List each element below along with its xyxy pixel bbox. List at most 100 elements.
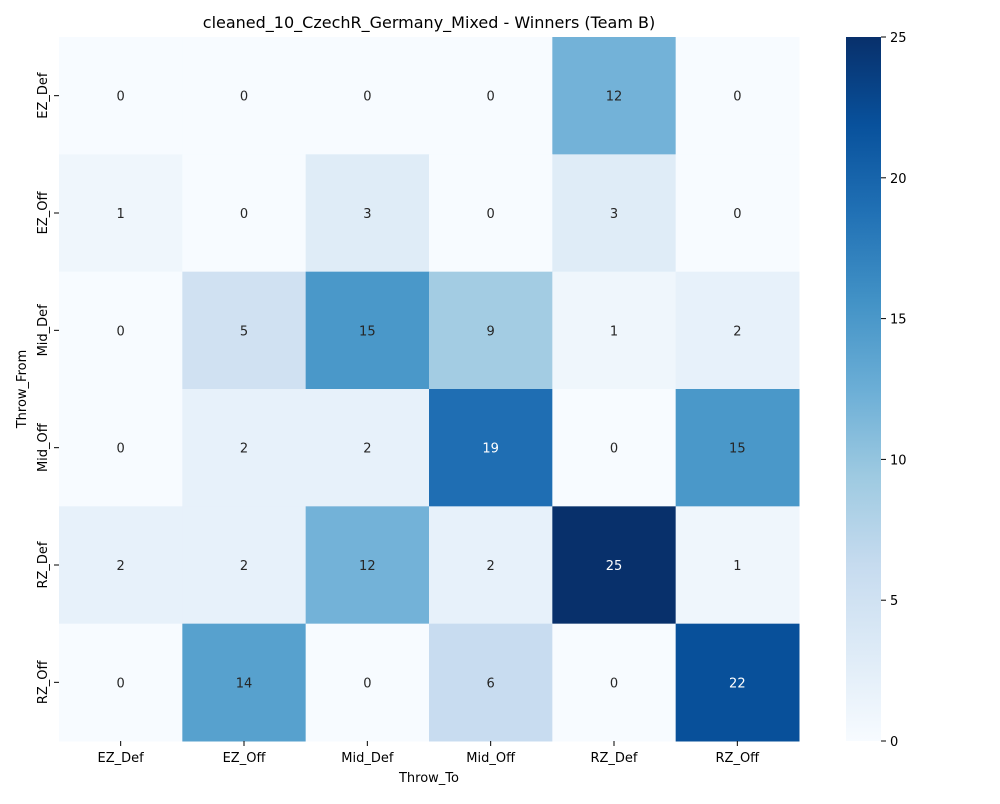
x-tick-label: RZ_Off: [716, 751, 761, 766]
y-tick-label: EZ_Def: [36, 72, 51, 119]
heatmap-cell-Mid_Def-EZ_Off: [182, 271, 307, 390]
heatmap-cell-labels: 0 0 0 0 12 01 0 3 0 3 00 5 15 9 1 20 2 2 19 0 152 2 12 2 25 10 14 0…: [117, 90, 746, 692]
cell-value-label: 0: [733, 207, 741, 222]
cell-value-label: 2: [240, 442, 248, 457]
heatmap-cell-EZ_Off-EZ_Def: [59, 154, 183, 273]
heatmap-cell-Mid_Off-Mid_Def: [305, 389, 430, 507]
cell-value-label: 19: [482, 442, 499, 457]
cell-value-label: 0: [117, 324, 125, 339]
heatmap-cells: [59, 37, 800, 742]
colorbar-tick-label: 10: [890, 453, 907, 468]
colorbar-tick-label: 15: [890, 313, 907, 328]
cell-value-label: 1: [733, 559, 741, 574]
heatmap-cell-Mid_Def-RZ_Def: [552, 271, 677, 390]
heatmap-cell-EZ_Off-Mid_Off: [429, 154, 553, 273]
cell-value-label: 0: [610, 676, 618, 691]
heatmap-cell-RZ_Def-EZ_Def: [59, 506, 183, 625]
heatmap-cell-EZ_Def-EZ_Def: [59, 37, 183, 155]
cell-value-label: 2: [240, 559, 248, 574]
heatmap-cell-RZ_Off-RZ_Off: [675, 623, 800, 742]
x-tick-label: EZ_Def: [98, 751, 145, 766]
heatmap-cell-RZ_Off-RZ_Def: [552, 623, 677, 742]
heatmap-cell-EZ_Off-Mid_Def: [305, 154, 430, 273]
cell-value-label: 1: [117, 207, 125, 222]
heatmap-cell-Mid_Off-Mid_Off: [429, 389, 553, 507]
cell-value-label: 5: [240, 324, 248, 339]
heatmap-cell-EZ_Def-RZ_Off: [675, 37, 800, 155]
colorbar-gradient: [846, 37, 881, 741]
colorbar-tick-label: 0: [890, 735, 898, 750]
cell-value-label: 0: [363, 90, 371, 105]
heatmap-cell-EZ_Off-RZ_Off: [675, 154, 800, 273]
heatmap-cell-RZ_Def-EZ_Off: [182, 506, 307, 625]
heatmap-cell-Mid_Off-EZ_Def: [59, 389, 183, 507]
cell-value-label: 0: [487, 207, 495, 222]
y-axis-label: Throw_From: [15, 350, 30, 430]
cell-value-label: 3: [363, 207, 371, 222]
cell-value-label: 0: [610, 442, 618, 457]
y-tick-label: RZ_Def: [36, 541, 51, 588]
x-tick-label: Mid_Off: [466, 751, 516, 766]
x-tick-label: Mid_Def: [341, 751, 394, 766]
cell-value-label: 1: [610, 324, 618, 339]
cell-value-label: 0: [117, 676, 125, 691]
x-axis-label: Throw_To: [398, 771, 459, 786]
y-tick-label: EZ_Off: [36, 191, 51, 235]
cell-value-label: 3: [610, 207, 618, 222]
heatmap-cell-EZ_Def-Mid_Def: [305, 37, 430, 155]
heatmap-cell-Mid_Def-Mid_Off: [429, 271, 553, 390]
heatmap-cell-Mid_Off-EZ_Off: [182, 389, 307, 507]
cell-value-label: 0: [363, 676, 371, 691]
heatmap-cell-RZ_Def-RZ_Off: [675, 506, 800, 625]
cell-value-label: 0: [117, 442, 125, 457]
cell-value-label: 0: [240, 207, 248, 222]
heatmap-cell-RZ_Off-EZ_Def: [59, 623, 183, 742]
cell-value-label: 12: [606, 90, 623, 105]
x-tick-label: RZ_Def: [590, 751, 637, 766]
heatmap-cell-EZ_Def-EZ_Off: [182, 37, 307, 155]
cell-value-label: 2: [733, 324, 741, 339]
heatmap-cell-RZ_Def-RZ_Def: [552, 506, 677, 625]
x-tick-label: EZ_Off: [223, 751, 267, 766]
cell-value-label: 25: [606, 559, 623, 574]
heatmap-cell-Mid_Off-RZ_Def: [552, 389, 677, 507]
heatmap-cell-RZ_Off-Mid_Def: [305, 623, 430, 742]
heatmap-cell-EZ_Off-RZ_Def: [552, 154, 677, 273]
heatmap-cell-RZ_Off-EZ_Off: [182, 623, 307, 742]
cell-value-label: 2: [487, 559, 495, 574]
cell-value-label: 2: [363, 442, 371, 457]
cell-value-label: 15: [359, 324, 376, 339]
heatmap-cell-EZ_Off-EZ_Off: [182, 154, 307, 273]
heatmap-cell-EZ_Def-RZ_Def: [552, 37, 677, 155]
heatmap-cell-Mid_Def-RZ_Off: [675, 271, 800, 390]
cell-value-label: 9: [487, 324, 495, 339]
cell-value-label: 2: [117, 559, 125, 574]
colorbar-tick-label: 5: [890, 594, 898, 609]
y-axis: EZ_Def EZ_Off Mid_Def Mid_Off RZ_Def RZ_Off: [36, 72, 59, 704]
heatmap-cell-EZ_Def-Mid_Off: [429, 37, 553, 155]
colorbar-tick-label: 25: [890, 31, 907, 46]
y-tick-label: RZ_Off: [36, 659, 51, 704]
x-axis: EZ_Def EZ_Off Mid_Def Mid_Off RZ_Def RZ_Off: [98, 741, 761, 766]
cell-value-label: 6: [487, 676, 495, 691]
colorbar-tick-label: 20: [890, 172, 907, 187]
heatmap-cell-RZ_Def-Mid_Off: [429, 506, 553, 625]
cell-value-label: 12: [359, 559, 376, 574]
cell-value-label: 0: [733, 90, 741, 105]
cell-value-label: 0: [487, 90, 495, 105]
y-tick-label: Mid_Off: [36, 422, 51, 472]
cell-value-label: 0: [117, 90, 125, 105]
heatmap-cell-Mid_Def-EZ_Def: [59, 271, 183, 390]
heatmap-cell-RZ_Off-Mid_Off: [429, 623, 553, 742]
chart-title: cleaned_10_CzechR_Germany_Mixed - Winner…: [203, 13, 655, 33]
y-tick-label: Mid_Def: [36, 304, 51, 357]
colorbar: 0 5 10 15 20 25: [846, 31, 907, 750]
cell-value-label: 0: [240, 90, 248, 105]
cell-value-label: 15: [729, 442, 746, 457]
heatmap-cell-RZ_Def-Mid_Def: [305, 506, 430, 625]
cell-value-label: 14: [236, 676, 253, 691]
heatmap-cell-Mid_Def-Mid_Def: [305, 271, 430, 390]
heatmap-cell-Mid_Off-RZ_Off: [675, 389, 800, 507]
